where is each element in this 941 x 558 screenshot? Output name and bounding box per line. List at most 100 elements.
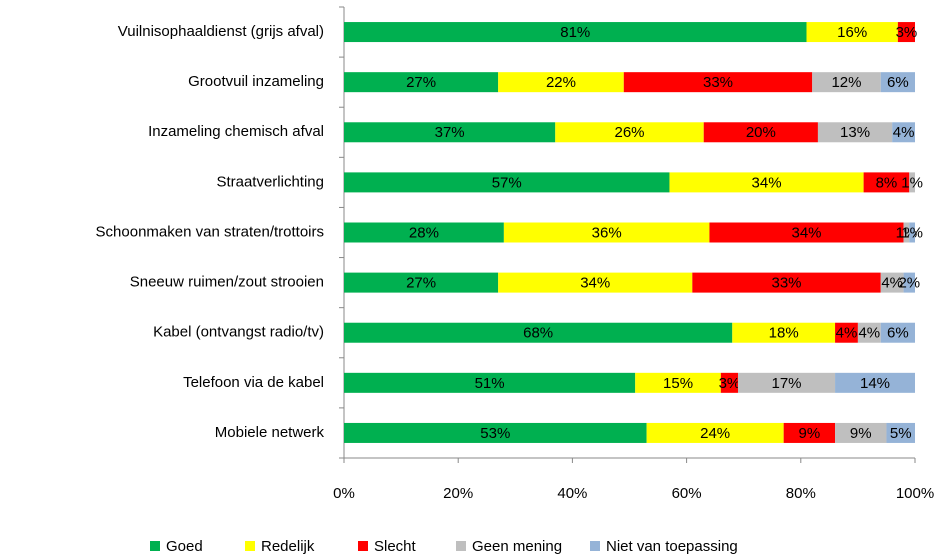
data-label: 8% <box>876 174 898 191</box>
data-label: 28% <box>409 224 439 241</box>
bar-segment <box>863 172 910 193</box>
bar-segment <box>344 72 499 93</box>
data-label: 13% <box>840 124 870 141</box>
bar-segment <box>806 22 898 43</box>
bar-segment <box>835 422 887 443</box>
bar-segment <box>709 222 904 243</box>
category-label: Schoonmaken van straten/trottoirs <box>96 223 324 240</box>
legend-swatch <box>456 541 466 551</box>
x-tick-label: 0% <box>333 485 355 502</box>
data-label: 5% <box>890 425 912 442</box>
bar-segment <box>812 72 881 93</box>
data-label: 18% <box>769 325 799 342</box>
bar-segment <box>903 272 915 293</box>
bar-segment <box>720 372 738 393</box>
bar-segment <box>344 422 647 443</box>
bar-segment <box>498 72 624 93</box>
bar-segment <box>646 422 784 443</box>
category-label: Kabel (ontvangst radio/tv) <box>153 324 324 341</box>
data-label: 6% <box>887 325 909 342</box>
bar-segment <box>897 22 915 43</box>
bar-segment <box>344 222 504 243</box>
legend-swatch <box>590 541 600 551</box>
data-label: 20% <box>746 124 776 141</box>
bar-segment <box>703 122 818 143</box>
bar-segment <box>503 222 710 243</box>
data-label: 9% <box>799 425 821 442</box>
bar-segment <box>903 222 910 243</box>
data-label: 3% <box>719 375 741 392</box>
bar-segment <box>635 372 721 393</box>
bar-segment <box>737 372 836 393</box>
data-label: 2% <box>898 275 920 292</box>
bar-segment <box>817 122 893 143</box>
bar-segment <box>344 272 499 293</box>
bar-segment <box>692 272 881 293</box>
data-label: 1% <box>901 224 923 241</box>
legend-label: Redelijk <box>261 538 315 555</box>
data-label: 26% <box>614 124 644 141</box>
category-label: Grootvuil inzameling <box>188 73 324 90</box>
data-label: 15% <box>663 375 693 392</box>
bar-segment <box>498 272 693 293</box>
data-label: 4% <box>858 325 880 342</box>
bar-segment <box>886 422 915 443</box>
data-label: 34% <box>752 174 782 191</box>
bar-segment <box>909 172 915 193</box>
data-label: 24% <box>700 425 730 442</box>
data-label: 27% <box>406 275 436 292</box>
bar-segment <box>783 422 836 443</box>
category-label: Inzameling chemisch afval <box>148 123 324 140</box>
legend-label: Geen mening <box>472 538 562 555</box>
bar-segment <box>857 322 881 343</box>
bar-segment <box>344 322 733 343</box>
bar-segment <box>892 122 915 143</box>
x-tick-label: 80% <box>786 485 816 502</box>
bar-segment <box>669 172 864 193</box>
category-label: Vuilnisophaaldienst (grijs afval) <box>118 23 324 40</box>
data-label: 53% <box>480 425 510 442</box>
data-label: 1% <box>901 174 923 191</box>
category-label: Telefoon via de kabel <box>183 374 324 391</box>
bar-segment <box>880 72 915 93</box>
bar-segment <box>623 72 813 93</box>
data-label: 6% <box>887 74 909 91</box>
data-label: 36% <box>592 224 622 241</box>
data-label: 4% <box>881 275 903 292</box>
data-label: 81% <box>560 24 590 41</box>
bar-segment <box>880 322 915 343</box>
data-label: 37% <box>435 124 465 141</box>
bar-segment <box>732 322 836 343</box>
legend-swatch <box>358 541 368 551</box>
category-label: Sneeuw ruimen/zout strooien <box>130 274 324 291</box>
legend-label: Niet van toepassing <box>606 538 738 555</box>
bar-segment <box>555 122 704 143</box>
x-tick-label: 100% <box>896 485 934 502</box>
legend-label: Goed <box>166 538 203 555</box>
data-label: 27% <box>406 74 436 91</box>
x-tick-label: 20% <box>443 485 473 502</box>
bar-segment <box>909 222 915 243</box>
data-label: 14% <box>860 375 890 392</box>
x-tick-label: 40% <box>557 485 587 502</box>
data-label: 4% <box>893 124 915 141</box>
category-label: Mobiele netwerk <box>215 424 325 441</box>
data-label: 33% <box>703 74 733 91</box>
data-label: 34% <box>791 224 821 241</box>
data-label: 57% <box>492 174 522 191</box>
category-label: Straatverlichting <box>216 173 324 190</box>
data-label: 3% <box>896 24 918 41</box>
bar-segment <box>835 372 915 393</box>
bar-segment <box>835 322 858 343</box>
data-label: 51% <box>475 375 505 392</box>
data-label: 12% <box>831 74 861 91</box>
legend-label: Slecht <box>374 538 417 555</box>
bar-segment <box>344 22 807 43</box>
legend-swatch <box>245 541 255 551</box>
data-label: 68% <box>523 325 553 342</box>
bar-segment <box>344 372 636 393</box>
data-label: 4% <box>836 325 858 342</box>
data-label: 16% <box>837 24 867 41</box>
bar-segment <box>880 272 904 293</box>
